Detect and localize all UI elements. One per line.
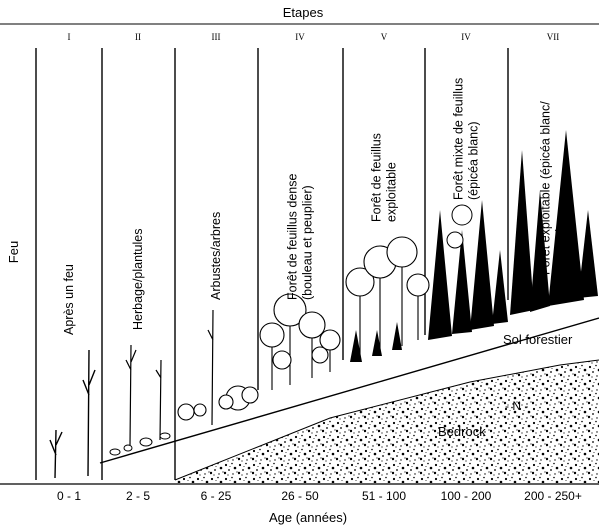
stage-labels: Après un feu Herbage/plantules Arbustes/ar… [62, 78, 568, 335]
sapling-icon [125, 344, 137, 446]
age-tick-label: 6 - 25 [201, 489, 232, 503]
age-tick-label: 51 - 100 [362, 489, 406, 503]
age-tick-label: 0 - 1 [57, 489, 81, 503]
stage-label: Après un feu [62, 264, 76, 335]
spruce-trees-icon [428, 200, 508, 340]
mixed-deciduous-icon [446, 204, 473, 249]
stage-numerals: I II III IV V IV VII [68, 32, 560, 42]
young-spruce-icon [350, 322, 402, 362]
stage-label: (bouleau et peuplier) [301, 185, 315, 300]
stage-label: exploitable [385, 162, 399, 222]
stage-numeral: II [135, 32, 141, 42]
age-tick-label: 26 - 50 [281, 489, 319, 503]
mature-spruce-icon [510, 130, 598, 315]
diagram-title: Etapes [283, 5, 324, 20]
stage-numeral: VII [547, 32, 560, 42]
bedrock-layer [175, 360, 599, 483]
shrubs-icon [177, 385, 259, 421]
ground-surface-line [99, 317, 599, 464]
stage-label: mousse) [554, 227, 568, 275]
dead-snag-icon [49, 429, 63, 479]
stage-dividers [35, 48, 509, 480]
vegetation-illustration [49, 130, 598, 479]
mature-deciduous-icon [345, 236, 430, 360]
age-tick-label: 2 - 5 [126, 489, 150, 503]
stage-numeral: IV [295, 32, 305, 42]
stage-label: Herbage/plantules [131, 229, 145, 330]
seedlings-icon [109, 432, 171, 456]
stage-numeral: V [381, 32, 388, 42]
stage-label: Forêt de feuillus dense [286, 173, 300, 300]
deciduous-trees-icon [259, 293, 341, 390]
soil-label: Sol forestier [503, 332, 573, 347]
stage-numeral: I [68, 32, 71, 42]
y-axis-label: Feu [6, 241, 21, 263]
stage-label: (épicéa blanc) [467, 121, 481, 200]
x-axis-label: Age (années) [269, 510, 347, 525]
bedrock-surface-line [174, 359, 599, 481]
age-tick-label: 100 - 200 [441, 489, 492, 503]
stage-label: Forêt mixte de feuillus [452, 78, 466, 200]
stage-numeral: IV [461, 32, 471, 42]
age-ticks: 0 - 1 2 - 5 6 - 25 26 - 50 51 - 100 100 - 200… [57, 489, 582, 503]
stage-label: Arbustes/arbres [209, 212, 223, 300]
sapling-icon [207, 309, 214, 426]
sapling-icon [155, 359, 162, 441]
stage-label: Forêt de feuillus [370, 133, 384, 222]
age-tick-label: 200 - 250+ [524, 489, 582, 503]
dead-snag-icon [82, 349, 96, 477]
bedrock-label: Bedrock [438, 424, 486, 439]
stage-numeral: III [212, 32, 221, 42]
bedrock-marks: - N - [505, 399, 528, 413]
stage-label: Forêt exploitable (épicéa blanc/ [539, 101, 553, 275]
